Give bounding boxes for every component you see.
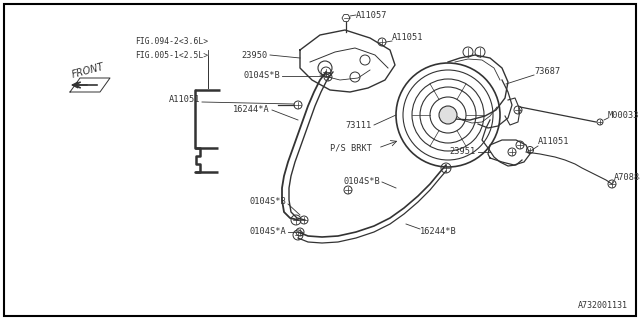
Text: A732001131: A732001131 — [578, 301, 628, 310]
Text: 0104S*B: 0104S*B — [243, 71, 280, 81]
Text: P/S BRKT: P/S BRKT — [330, 143, 372, 153]
Text: FIG.094-2<3.6L>: FIG.094-2<3.6L> — [135, 37, 208, 46]
Text: 16244*B: 16244*B — [420, 228, 457, 236]
Text: 23951: 23951 — [450, 148, 476, 156]
Text: M00033: M00033 — [608, 110, 639, 119]
Text: 0104S*B: 0104S*B — [343, 178, 380, 187]
Text: 73687: 73687 — [534, 68, 560, 76]
Text: 0104S*B: 0104S*B — [249, 197, 286, 206]
Text: A11051: A11051 — [538, 138, 570, 147]
Text: A70884: A70884 — [614, 173, 640, 182]
Text: A11057: A11057 — [356, 11, 387, 20]
Text: A11051: A11051 — [392, 34, 424, 43]
Text: 16244*A: 16244*A — [233, 106, 270, 115]
Text: FIG.005-1<2.5L>: FIG.005-1<2.5L> — [135, 52, 208, 60]
Text: 23950: 23950 — [242, 51, 268, 60]
Text: A11051: A11051 — [168, 95, 200, 105]
Text: FRONT: FRONT — [70, 62, 106, 80]
Text: 73111: 73111 — [346, 121, 372, 130]
Text: 0104S*A: 0104S*A — [249, 228, 286, 236]
Circle shape — [439, 106, 457, 124]
